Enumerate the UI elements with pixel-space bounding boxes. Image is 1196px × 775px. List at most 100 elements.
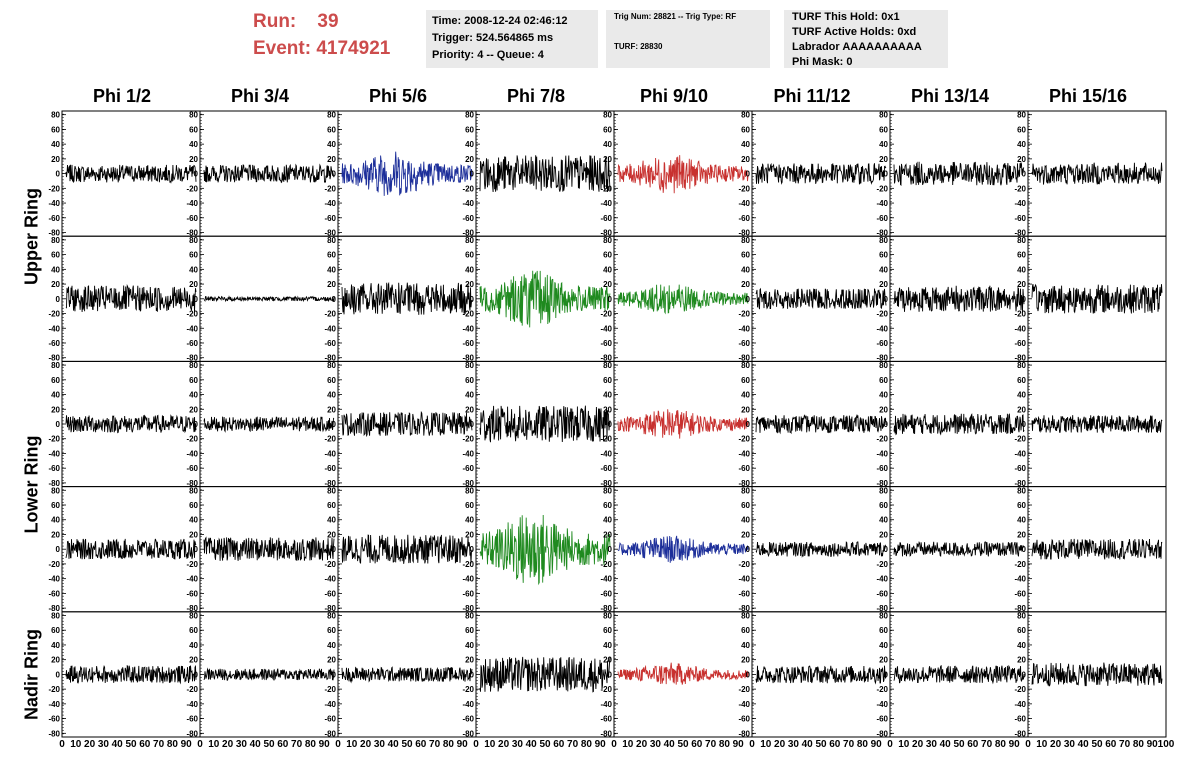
y-tick-label: 20: [741, 280, 750, 289]
x-tick-label: 80: [719, 739, 731, 750]
y-tick-label: -40: [1014, 449, 1026, 458]
waveform-trace: [893, 161, 1025, 187]
y-tick-label: 60: [465, 501, 474, 510]
y-tick-label: -60: [324, 715, 336, 724]
y-tick-label: 0: [56, 545, 61, 554]
y-tick-label: 0: [608, 170, 613, 179]
y-tick-label: -60: [738, 339, 750, 348]
y-tick-label: 0: [194, 295, 199, 304]
y-tick-label: 40: [741, 391, 750, 400]
y-tick-label: 60: [189, 626, 198, 635]
y-tick-label: 0: [56, 670, 61, 679]
y-tick-label: 80: [741, 611, 750, 620]
y-tick-label: -20: [738, 685, 750, 694]
y-tick-label: 20: [879, 656, 888, 665]
y-tick-label: 20: [603, 530, 612, 539]
x-tick-label: 50: [1091, 739, 1103, 750]
y-tick-label: -20: [48, 560, 60, 569]
y-tick-label: -20: [48, 685, 60, 694]
y-tick-label: -60: [1014, 715, 1026, 724]
y-tick-label: 0: [746, 670, 751, 679]
waveform-trace: [479, 270, 611, 328]
y-tick-label: -80: [186, 729, 198, 738]
waveform-trace: [203, 667, 335, 681]
event-label: Event:: [253, 38, 312, 59]
y-tick-label: -60: [1014, 214, 1026, 223]
y-tick-label: -40: [600, 324, 612, 333]
y-tick-label: -80: [462, 229, 474, 238]
column-header-phi-5-6: Phi 5/6: [368, 86, 428, 106]
panel-frame: [1027, 110, 1167, 237]
waveform-trace: [755, 287, 887, 310]
y-tick-label: -20: [462, 560, 474, 569]
y-tick-label: 60: [741, 125, 750, 134]
y-tick-label: 80: [465, 611, 474, 620]
y-tick-label: 40: [879, 641, 888, 650]
y-tick-label: 60: [603, 501, 612, 510]
x-tick-label: 60: [1105, 739, 1117, 750]
waveform-trace: [65, 664, 197, 685]
x-tick-label: 70: [429, 739, 441, 750]
y-tick-label: -20: [186, 560, 198, 569]
y-tick-label: -20: [324, 310, 336, 319]
y-tick-label: 20: [189, 155, 198, 164]
y-tick-label: 80: [327, 486, 336, 495]
y-tick-label: -80: [462, 729, 474, 738]
y-tick-label: -60: [48, 214, 60, 223]
y-tick-label: 0: [608, 670, 613, 679]
y-tick-label: -80: [876, 354, 888, 363]
x-tick-label: 10: [208, 739, 220, 750]
y-tick-label: -40: [48, 700, 60, 709]
y-tick-label: 0: [332, 420, 337, 429]
y-tick-label: 0: [194, 420, 199, 429]
y-tick-label: 0: [1022, 420, 1027, 429]
trigger-info-box: Time: 2008-12-24 02:46:12 Trigger: 524.5…: [426, 10, 598, 68]
x-tick-label: 90: [457, 739, 469, 750]
y-tick-label: 60: [879, 376, 888, 385]
y-tick-label: -40: [186, 575, 198, 584]
y-tick-label: 40: [741, 265, 750, 274]
y-tick-label: -60: [876, 589, 888, 598]
y-tick-label: -60: [876, 214, 888, 223]
waveform-trace: [755, 413, 887, 435]
y-tick-label: -80: [738, 729, 750, 738]
y-tick-label: -80: [600, 604, 612, 613]
y-tick-label: -80: [1014, 354, 1026, 363]
y-tick-label: 20: [465, 155, 474, 164]
y-tick-label: 80: [51, 486, 60, 495]
waveform-trace: [203, 295, 335, 303]
waveform-trace: [617, 155, 749, 194]
y-tick-label: 60: [741, 376, 750, 385]
y-tick-label: -80: [600, 729, 612, 738]
waveform-trace: [479, 405, 611, 443]
column-header-phi-7-8: Phi 7/8: [506, 86, 566, 106]
x-tick-label: 90: [1147, 739, 1159, 750]
x-tick-label: 90: [181, 739, 193, 750]
y-tick-label: 80: [465, 486, 474, 495]
y-tick-label: -40: [738, 324, 750, 333]
x-tick-label: 100: [1158, 739, 1175, 750]
y-tick-label: -80: [738, 229, 750, 238]
y-tick-label: 20: [189, 280, 198, 289]
y-tick-label: 20: [189, 530, 198, 539]
x-tick-label: 30: [512, 739, 524, 750]
y-tick-label: 40: [879, 516, 888, 525]
y-tick-label: 20: [51, 280, 60, 289]
y-tick-label: 20: [741, 530, 750, 539]
y-tick-label: -80: [186, 479, 198, 488]
x-tick-label: 40: [1078, 739, 1090, 750]
y-tick-label: -40: [876, 575, 888, 584]
y-tick-label: 40: [603, 140, 612, 149]
waveform-trace: [617, 284, 749, 315]
turf-text: TURF: 28830: [614, 42, 663, 51]
y-tick-label: -40: [1014, 324, 1026, 333]
y-tick-label: -40: [324, 700, 336, 709]
y-tick-label: -60: [600, 464, 612, 473]
y-tick-label: -80: [48, 604, 60, 613]
waveform-trace: [203, 416, 335, 433]
waveform-trace: [341, 410, 473, 438]
y-tick-label: -80: [48, 229, 60, 238]
y-tick-label: 0: [56, 170, 61, 179]
y-tick-label: 0: [56, 420, 61, 429]
y-tick-label: 80: [741, 111, 750, 120]
